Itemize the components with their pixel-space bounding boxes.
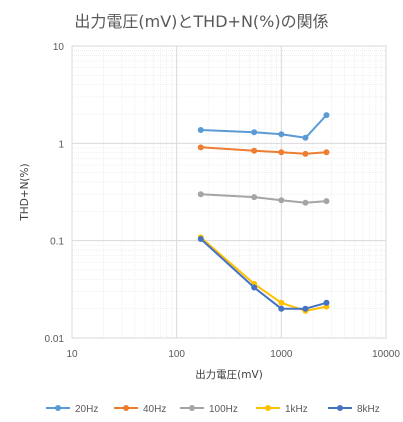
legend-label: 40Hz (143, 404, 166, 415)
x-tick-label: 10 (66, 349, 78, 360)
data-point (302, 305, 309, 312)
legend-item: 100Hz (180, 404, 238, 415)
x-tick-labels: 10 100 1000 10000 (66, 349, 400, 360)
x-tick-label: 1000 (270, 349, 293, 360)
data-point (323, 299, 330, 306)
legend-item: 20Hz (46, 404, 98, 415)
data-point (278, 299, 285, 306)
data-point (278, 149, 285, 156)
data-point (278, 305, 285, 312)
data-point (251, 194, 258, 201)
series-lines (197, 112, 330, 314)
y-tick-labels: 0.01 0.1 1 10 (45, 42, 65, 345)
data-point (197, 144, 204, 151)
legend-marker (189, 405, 195, 411)
series-8kHz (197, 236, 330, 312)
series-20Hz (197, 112, 330, 141)
legend-marker (123, 405, 129, 411)
major-gridlines (71, 45, 387, 339)
plot-area-frame (71, 45, 387, 339)
legend-label: 1kHz (285, 404, 308, 415)
legend: 20Hz 40Hz 100Hz 1kHz 8kHz (46, 404, 380, 415)
data-point (278, 131, 285, 138)
chart-title: 出力電圧(mV)とTHD+N(%)の関係 (74, 12, 329, 31)
legend-marker (55, 405, 61, 411)
legend-item: 1kHz (256, 404, 308, 415)
legend-label: 20Hz (75, 404, 98, 415)
series-line (200, 236, 327, 312)
series-line (200, 114, 328, 139)
y-tick-label: 0.01 (45, 334, 65, 345)
series-1kHz (197, 234, 330, 314)
data-point (323, 198, 330, 205)
data-point (197, 191, 204, 198)
legend-marker (337, 405, 343, 411)
x-tick-label: 10000 (372, 349, 400, 360)
legend-label: 100Hz (209, 404, 238, 415)
data-point (323, 112, 330, 119)
series-100Hz (197, 191, 330, 206)
y-tick-label: 10 (53, 42, 65, 53)
y-tick-label: 1 (58, 139, 64, 150)
x-axis-label: 出力電圧(mV) (195, 368, 263, 381)
legend-label: 8kHz (357, 404, 380, 415)
data-point (197, 236, 204, 243)
data-point (302, 199, 309, 206)
legend-marker (265, 405, 271, 411)
series-line (200, 238, 327, 310)
series-40Hz (197, 144, 330, 157)
y-tick-label: 0.1 (50, 237, 64, 248)
legend-item: 40Hz (114, 404, 166, 415)
data-point (302, 134, 309, 141)
data-point (302, 150, 309, 157)
data-point (197, 127, 204, 134)
data-point (251, 129, 258, 136)
x-tick-label: 100 (168, 349, 185, 360)
y-axis-label: THD+N(%) (19, 163, 31, 221)
legend-item: 8kHz (328, 404, 380, 415)
data-point (323, 149, 330, 156)
data-point (251, 147, 258, 154)
minor-gridlines (72, 46, 386, 338)
data-point (251, 284, 258, 291)
data-point (278, 197, 285, 204)
